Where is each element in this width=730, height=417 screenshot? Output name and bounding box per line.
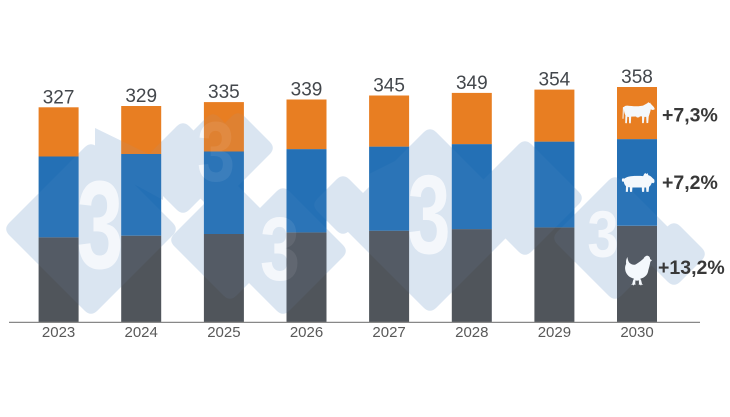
svg-text:+13,2%: +13,2% (658, 257, 725, 279)
svg-text:3: 3 (197, 105, 235, 200)
svg-text:329: 329 (125, 86, 157, 107)
svg-text:335: 335 (208, 82, 240, 103)
svg-text:3: 3 (408, 153, 451, 278)
svg-text:2029: 2029 (538, 324, 571, 341)
svg-text:2024: 2024 (125, 324, 158, 341)
svg-text:354: 354 (539, 70, 571, 91)
svg-text:2025: 2025 (207, 324, 240, 341)
svg-text:339: 339 (291, 80, 323, 101)
svg-text:2027: 2027 (372, 324, 405, 341)
svg-text:2028: 2028 (455, 324, 488, 341)
svg-text:3: 3 (77, 155, 124, 295)
svg-text:3: 3 (587, 198, 618, 271)
svg-text:349: 349 (456, 73, 488, 94)
svg-text:2026: 2026 (290, 324, 323, 341)
svg-text:345: 345 (373, 76, 405, 97)
svg-text:327: 327 (43, 87, 75, 108)
svg-text:+7,3%: +7,3% (662, 104, 718, 126)
svg-text:+7,2%: +7,2% (662, 172, 718, 194)
svg-text:2030: 2030 (620, 324, 653, 341)
svg-text:3: 3 (408, 153, 451, 278)
svg-text:358: 358 (621, 67, 653, 88)
svg-text:3: 3 (587, 198, 618, 271)
svg-text:3: 3 (260, 199, 300, 299)
svg-text:3: 3 (77, 155, 124, 295)
svg-text:2023: 2023 (42, 324, 75, 341)
